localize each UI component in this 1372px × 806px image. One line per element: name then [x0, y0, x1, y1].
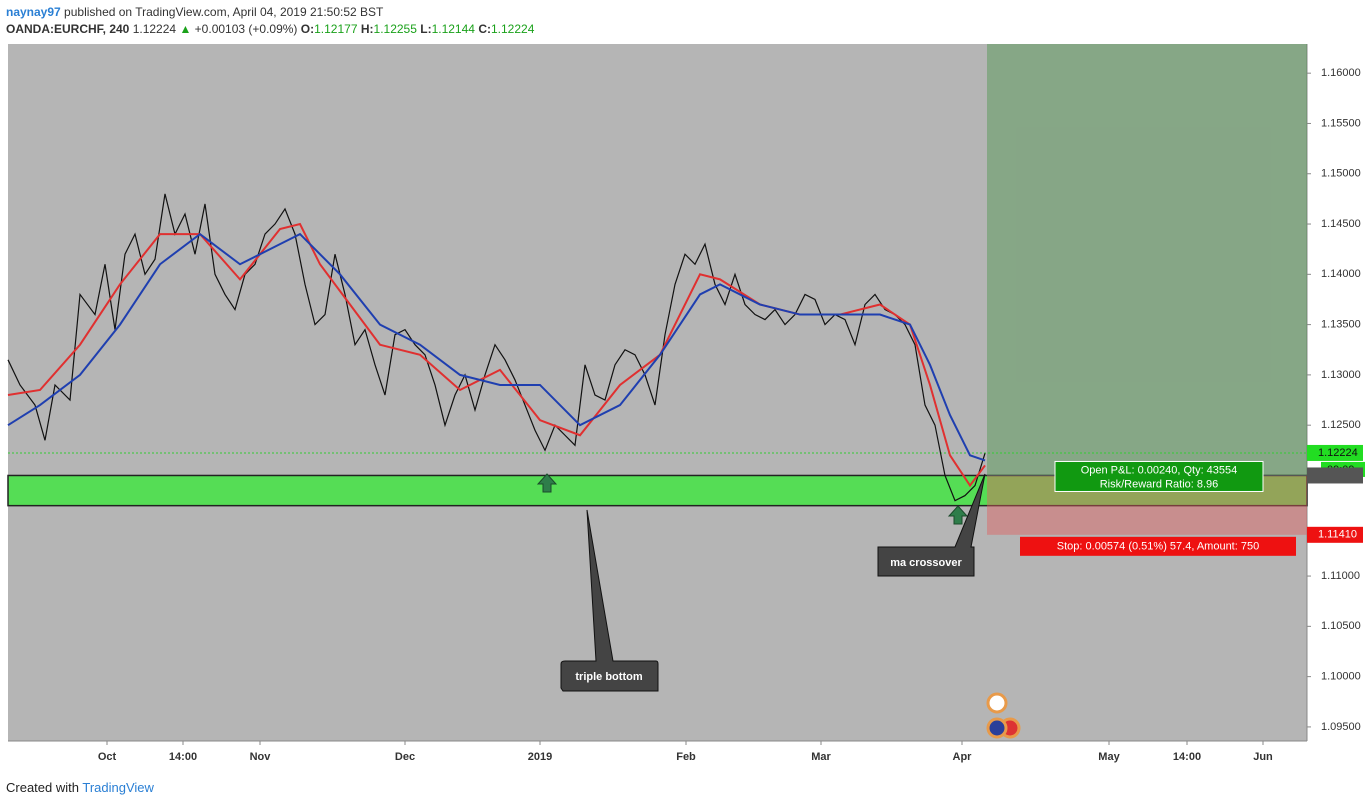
l-label: L:: [420, 22, 432, 36]
y-tick-label: 1.09500: [1321, 721, 1361, 733]
y-tick-label: 1.13000: [1321, 369, 1361, 381]
stop-price-label: 1.11410: [1318, 529, 1357, 541]
y-tick-label: 1.14500: [1321, 218, 1361, 230]
publish-line: naynay97 published on TradingView.com, A…: [6, 4, 534, 21]
y-tick-label: 1.16000: [1321, 67, 1361, 79]
last: 1.12224: [132, 22, 177, 36]
pnl-text: Open P&L: 0.00240, Qty: 43554: [1081, 464, 1238, 476]
brand[interactable]: TradingView: [82, 780, 154, 795]
x-tick-label: May: [1098, 751, 1120, 763]
x-tick-label: 14:00: [1173, 751, 1201, 763]
created: Created with: [6, 780, 79, 795]
callout: [877, 473, 986, 577]
price-line: [7, 193, 986, 502]
published: published on TradingView.com, April 04, …: [64, 5, 384, 19]
publisher[interactable]: naynay97: [6, 5, 61, 19]
stop-text: Stop: 0.00574 (0.51%) 57.4, Amount: 750: [1057, 541, 1259, 553]
x-tick-label: 14:00: [169, 751, 197, 763]
callout-text: ma crossover: [890, 557, 962, 569]
last-price-label: 1.12224: [1318, 447, 1358, 459]
x-tick-label: Oct: [98, 751, 117, 763]
entry-tag: [1307, 467, 1363, 484]
price-line: [7, 222, 986, 488]
event-icon: [986, 692, 1008, 714]
y-tick-label: 1.10500: [1321, 620, 1361, 632]
y-tick-label: 1.12500: [1321, 419, 1361, 431]
x-tick-label: 2019: [528, 751, 552, 763]
symbol: OANDA:EURCHF, 240: [6, 22, 130, 36]
callout: [560, 509, 659, 692]
y-tick-label: 1.11000: [1321, 570, 1360, 582]
x-tick-label: Jun: [1253, 751, 1273, 763]
plot-bg: [8, 44, 1307, 741]
stop-tag: [1307, 526, 1363, 543]
x-tick-label: Mar: [811, 751, 831, 763]
ohlc-line: OANDA:EURCHF, 240 1.12224 ▲ +0.00103 (+0…: [6, 22, 535, 36]
arrow-marker: [947, 505, 969, 525]
h: 1.12255: [373, 22, 417, 36]
callout-text: triple bottom: [575, 671, 642, 683]
x-tick-label: Dec: [395, 751, 415, 763]
o: 1.12177: [314, 22, 358, 36]
c-label: C:: [478, 22, 491, 36]
last-price-tag: [1307, 444, 1363, 461]
y-tick-label: 1.10000: [1321, 671, 1361, 683]
y-tick-label: 1.14000: [1321, 268, 1361, 280]
arrow-marker: [536, 473, 558, 493]
stop-box: [1020, 536, 1296, 556]
l: 1.12144: [431, 22, 475, 36]
footer: Created with TradingView: [6, 780, 154, 795]
target-area: [987, 44, 1307, 476]
o-label: O:: [300, 22, 315, 36]
h-label: H:: [360, 22, 374, 36]
x-tick-label: Apr: [953, 751, 973, 763]
x-tick-label: Feb: [676, 751, 696, 763]
c: 1.12224: [490, 22, 535, 36]
y-tick-label: 1.13500: [1321, 319, 1361, 331]
y-tick-label: 1.15500: [1321, 117, 1361, 129]
ratio-text: Risk/Reward Ratio: 8.96: [1100, 478, 1219, 490]
header: naynay97 published on TradingView.com, A…: [6, 4, 534, 38]
y-tick-label: 1.15000: [1321, 168, 1361, 180]
change: +0.00103 (+0.09%): [194, 22, 298, 36]
price-line: [7, 232, 986, 462]
event-icon: [986, 717, 1008, 739]
x-tick-label: Nov: [250, 751, 272, 763]
pnl-box: [1054, 460, 1264, 492]
